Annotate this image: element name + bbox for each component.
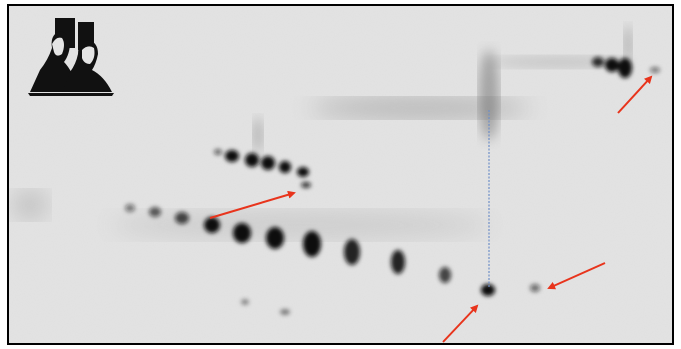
arrows [209,75,653,343]
frame [7,4,674,345]
logo [28,18,114,96]
protein-spots [125,57,660,315]
gel-noise [8,5,673,344]
